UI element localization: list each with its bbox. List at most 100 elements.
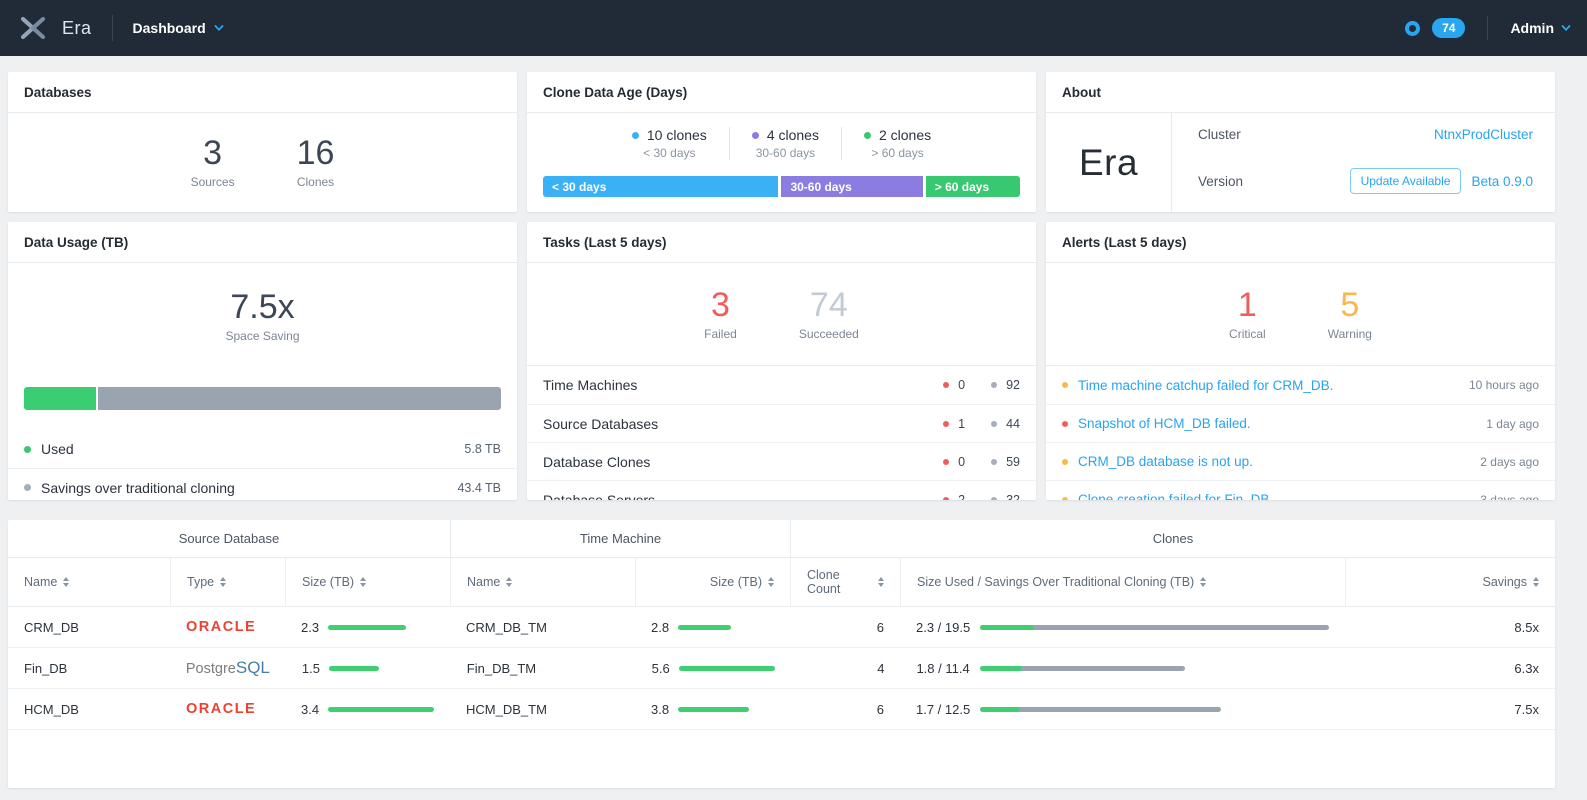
task-count-badge[interactable]: 74: [1432, 18, 1466, 38]
dashboard-menu[interactable]: Dashboard: [133, 20, 224, 36]
update-available-button[interactable]: Update Available: [1349, 168, 1462, 194]
succeeded-dot: [991, 458, 998, 465]
legend-dot-lt30: [631, 131, 639, 139]
legend-item-30-60: 4 clones 30-60 days: [728, 127, 841, 160]
tasks-card-title: Tasks (Last 5 days): [543, 235, 667, 250]
db-name: CRM_DB: [24, 619, 79, 635]
succeeded-value: 44: [1006, 416, 1020, 431]
bar-segment-gt60[interactable]: > 60 days: [925, 176, 1020, 197]
task-row-database-clones[interactable]: Database Clones 0 59: [527, 442, 1036, 480]
failed-value: 1: [958, 416, 966, 431]
alert-link[interactable]: Clone creation failed for Fin_DB.: [1078, 492, 1274, 500]
succeeded-dot: [991, 382, 998, 389]
space-saving-value: 7.5x: [230, 288, 295, 326]
col-header-tm-size[interactable]: Size (TB): [635, 558, 790, 606]
alert-time: 10 hours ago: [1468, 378, 1539, 393]
savings-label: Savings over traditional cloning: [41, 479, 235, 496]
col-header-type[interactable]: Type: [170, 558, 285, 606]
data-usage-card-title: Data Usage (TB): [24, 235, 129, 250]
task-row-time-machines[interactable]: Time Machines 0 92: [527, 366, 1036, 404]
savings-value: 43.4 TB: [457, 480, 501, 495]
clones-label: Clones: [296, 175, 335, 190]
col-header-clone-count[interactable]: Clone Count: [790, 558, 900, 606]
task-row-label: Source Databases: [543, 415, 659, 432]
db-size: 2.3: [301, 619, 320, 635]
group-clones: Clones: [790, 520, 1555, 557]
failed-dot: [943, 496, 950, 500]
db-size-bar: [328, 624, 407, 630]
failed-dot: [943, 420, 950, 427]
version-value: Beta 0.9.0: [1471, 173, 1533, 189]
table-row[interactable]: CRM_DB ORACLE 2.3 CRM_DB_TM 2.8 6 2.3 / …: [8, 607, 1555, 648]
data-usage-card: Data Usage (TB) 7.5x Space Saving Used 5…: [8, 222, 517, 500]
size-used-bar: [979, 665, 1185, 671]
task-row-label: Database Servers: [543, 491, 656, 500]
failed-stat: 3 Failed: [704, 286, 737, 341]
tm-name: CRM_DB_TM: [466, 619, 547, 635]
alert-link[interactable]: Time machine catchup failed for CRM_DB.: [1078, 377, 1334, 393]
size-used-bar-green: [980, 706, 1019, 712]
era-logo: Era: [1046, 113, 1172, 212]
nav-divider: [1487, 16, 1489, 40]
sort-icon: [1533, 577, 1539, 587]
succeeded-dot: [991, 496, 998, 500]
notification-ring-icon[interactable]: [1405, 20, 1421, 36]
succeeded-value: 59: [1006, 454, 1020, 469]
databases-card-title: Databases: [24, 85, 92, 100]
bar-segment-30-60[interactable]: 30-60 days: [781, 176, 923, 197]
oracle-logo: ORACLE: [186, 619, 257, 635]
legend-dot-30-60: [751, 131, 759, 139]
used-bar-segment: [24, 387, 96, 411]
col-header-savings[interactable]: Savings: [1345, 558, 1555, 606]
cluster-row: Cluster NtnxProdCluster: [1198, 127, 1533, 142]
legend-count: 2 clones: [878, 127, 932, 143]
sort-icon: [1200, 577, 1207, 587]
alert-link[interactable]: CRM_DB database is not up.: [1078, 454, 1253, 470]
task-row-source-databases[interactable]: Source Databases 1 44: [527, 404, 1036, 442]
col-header-tm-name[interactable]: Name: [450, 558, 635, 606]
sort-icon: [878, 577, 884, 587]
size-used-bar: [980, 624, 1329, 630]
admin-menu[interactable]: Admin: [1510, 20, 1571, 36]
task-row-label: Time Machines: [543, 377, 638, 394]
size-used-value: 2.3 / 19.5: [916, 619, 971, 635]
sort-icon: [220, 577, 227, 587]
col-header-size-used[interactable]: Size Used / Savings Over Traditional Clo…: [900, 558, 1345, 606]
warning-label: Warning: [1327, 327, 1372, 342]
legend-range: > 60 days: [871, 146, 924, 160]
cluster-link[interactable]: NtnxProdCluster: [1433, 127, 1533, 142]
tm-size-bar: [678, 706, 750, 712]
size-used-value: 1.8 / 11.4: [916, 660, 970, 676]
table-column-header: Name Type Size (TB) Name Size (TB) Clone…: [8, 558, 1555, 607]
succeeded-label: Succeeded: [798, 327, 859, 342]
task-row-database-servers[interactable]: Database Servers 2 32: [527, 480, 1036, 500]
legend-item-gt60: 2 clones > 60 days: [840, 127, 953, 160]
postgresql-logo: PostgreSQL: [185, 658, 270, 677]
sort-icon: [360, 577, 367, 587]
size-used-bar: [980, 706, 1221, 712]
size-used-value: 1.7 / 12.5: [916, 701, 971, 717]
succeeded-dot: [991, 420, 998, 427]
alert-row: Time machine catchup failed for CRM_DB. …: [1046, 366, 1555, 404]
used-dot: [24, 445, 31, 453]
col-header-name[interactable]: Name: [8, 558, 170, 606]
task-row-label: Database Clones: [543, 453, 651, 470]
alert-severity-dot: [1062, 496, 1068, 500]
failed-value: 0: [958, 378, 966, 393]
sources-stat: 3 Sources: [191, 134, 235, 189]
bar-segment-lt30[interactable]: < 30 days: [543, 176, 779, 197]
db-size: 3.4: [301, 701, 320, 717]
col-header-size[interactable]: Size (TB): [285, 558, 450, 606]
alert-link[interactable]: Snapshot of HCM_DB failed.: [1078, 416, 1251, 432]
critical-label: Critical: [1229, 327, 1266, 342]
nutanix-x-logo-icon: [20, 16, 46, 40]
table-row[interactable]: HCM_DB ORACLE 3.4 HCM_DB_TM 3.8 6 1.7 / …: [8, 689, 1555, 730]
alert-severity-dot: [1062, 458, 1068, 465]
db-size: 1.5: [301, 660, 320, 676]
table-row[interactable]: Fin_DB PostgreSQL 1.5 Fin_DB_TM 5.6 4 1.…: [8, 648, 1555, 689]
critical-count: 1: [1237, 286, 1257, 324]
succeeded-value: 32: [1006, 492, 1020, 500]
alerts-card-title: Alerts (Last 5 days): [1062, 235, 1187, 250]
tm-size: 2.8: [651, 619, 670, 635]
tm-size-bar: [678, 624, 731, 630]
